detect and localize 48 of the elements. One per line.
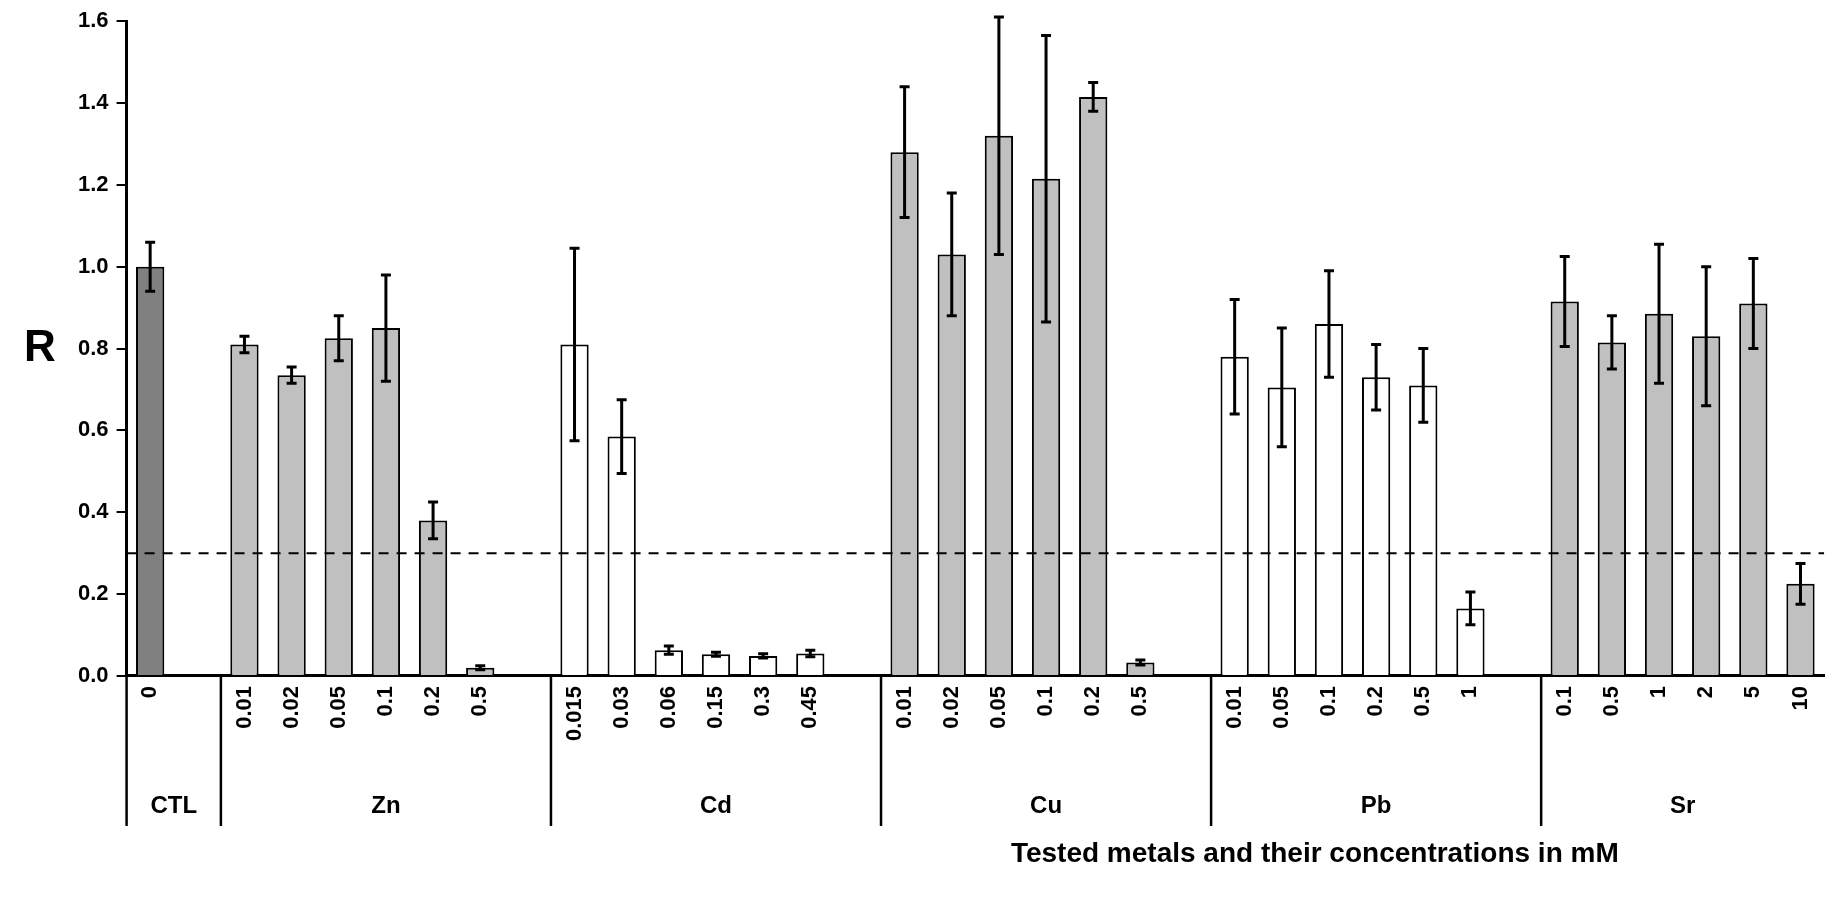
- x-tick-label: 0: [136, 685, 162, 699]
- y-tick-label: 0.0: [77, 662, 109, 688]
- x-tick-label: 10: [1786, 685, 1812, 711]
- x-tick-label: 0.03: [607, 685, 633, 729]
- x-axis-title: Tested metals and their concentrations in mM: [1010, 836, 1619, 868]
- x-tick-label: 0.01: [890, 685, 916, 729]
- y-tick-label: 0.6: [77, 416, 109, 442]
- x-tick-label: 0.5: [1597, 685, 1623, 717]
- x-tick-label: 0.1: [371, 685, 397, 717]
- y-tick-label: 1.2: [77, 170, 109, 196]
- x-tick-label: 0.05: [1267, 685, 1293, 729]
- x-tick-label: 0.01: [1220, 685, 1246, 729]
- x-tick-label: 0.5: [1126, 685, 1152, 717]
- y-tick-label: 1.0: [77, 252, 109, 278]
- x-tick-label: 0.02: [277, 685, 303, 729]
- text: Zn: [371, 790, 401, 818]
- x-tick-label: 0.5: [1409, 685, 1435, 717]
- x-tick-label: 1: [1456, 685, 1482, 699]
- x-tick-label: 0.06: [654, 685, 680, 729]
- text: CTL: [150, 790, 198, 818]
- x-tick-label: 0.2: [1079, 685, 1105, 717]
- x-tick-label: 0.1: [1032, 685, 1058, 717]
- x-tick-label: 0.05: [324, 685, 350, 729]
- text: Cu: [1030, 790, 1063, 818]
- x-tick-label: 0.2: [419, 685, 445, 717]
- x-tick-label: 0.05: [984, 685, 1010, 729]
- x-tick-label: 2: [1692, 685, 1718, 699]
- x-tick-label: 0.015: [560, 685, 586, 742]
- y-tick-label: 0.2: [77, 580, 109, 606]
- y-tick-label: 1.4: [77, 89, 110, 115]
- y-axis-title: R: [24, 320, 56, 370]
- x-tick-label: 0.3: [749, 685, 775, 717]
- x-tick-label: 0.02: [937, 685, 963, 729]
- y-tick-label: 0.8: [77, 334, 109, 360]
- y-tick-label: 0.4: [77, 498, 110, 524]
- x-tick-label: 0.01: [230, 685, 256, 729]
- x-tick-label: 0.15: [702, 685, 728, 729]
- x-tick-label: 0.2: [1362, 685, 1388, 717]
- x-tick-label: 0.1: [1315, 685, 1341, 717]
- x-tick-label: 5: [1739, 685, 1765, 699]
- y-tick-label: 1.6: [77, 7, 109, 33]
- x-tick-label: 1: [1645, 685, 1671, 699]
- text: Pb: [1360, 790, 1392, 818]
- x-tick-label: 0.1: [1550, 685, 1576, 717]
- x-tick-label: 0.45: [796, 685, 822, 729]
- text: Cd: [699, 790, 732, 818]
- text: Sr: [1669, 790, 1696, 818]
- x-tick-label: 0.5: [466, 685, 492, 717]
